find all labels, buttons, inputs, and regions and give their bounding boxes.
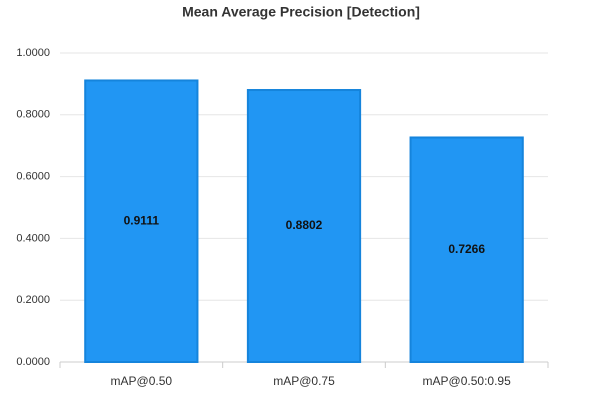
bar (409, 136, 524, 363)
y-tick-label: 0.8000 (16, 109, 50, 121)
y-tick-label: 0.4000 (16, 232, 50, 244)
chart-title: Mean Average Precision [Detection] (182, 4, 420, 20)
y-tick-label: 0.2000 (16, 294, 50, 306)
y-tick-label: 0.0000 (16, 356, 50, 368)
y-tick-label: 0.6000 (16, 171, 50, 183)
bar (246, 89, 362, 364)
x-tick-label: mAP@0.50 (111, 374, 173, 388)
x-tick-label: mAP@0.50:0.95 (423, 374, 512, 388)
value-label: 0.8802 (286, 218, 323, 232)
bar (84, 79, 199, 364)
x-tick-label: mAP@0.75 (273, 374, 335, 388)
y-tick-label: 1.0000 (16, 47, 50, 59)
value-label: 0.9111 (124, 213, 160, 227)
value-label: 0.7266 (448, 242, 485, 256)
